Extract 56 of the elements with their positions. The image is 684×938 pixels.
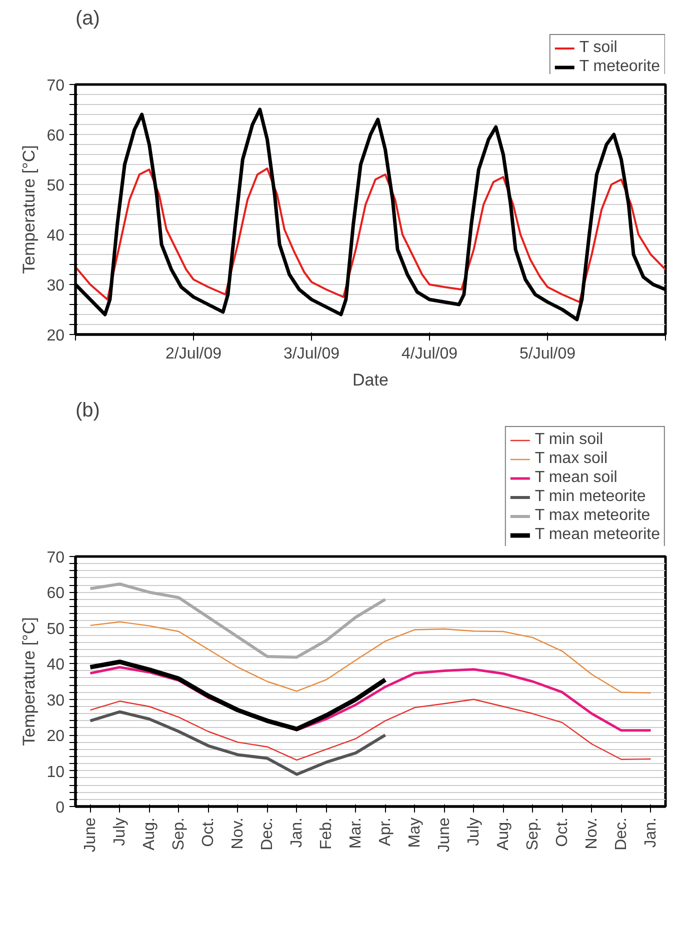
y-tick-label: 40 [46, 656, 65, 674]
x-tick-label: Mar. [347, 817, 364, 849]
y-tick-label: 0 [56, 800, 65, 816]
y-tick-label: 20 [46, 728, 65, 746]
line-series [90, 698, 652, 761]
line-series [88, 660, 388, 732]
chart-title: (b) [76, 400, 100, 422]
y-tick-label: 40 [46, 228, 65, 244]
x-tick-label: Aug. [494, 817, 512, 850]
x-tick-label: June [436, 817, 453, 852]
legend-label: T mean soil [534, 469, 618, 487]
x-tick-label: July [111, 818, 128, 846]
x-tick-label: Aug. [140, 817, 158, 850]
y-tick-label: 50 [46, 178, 65, 194]
x-tick-label: Jan. [288, 817, 306, 848]
x-tick-label: June [82, 817, 99, 852]
y-tick-label: 50 [46, 620, 65, 638]
x-tick-label: Dec. [258, 817, 276, 850]
y-tick-label: 60 [46, 585, 65, 602]
x-tick-label: 5/Jul/09 [519, 346, 576, 362]
chart-title: (a) [76, 8, 100, 30]
x-tick-label: Sep. [524, 817, 542, 850]
y-tick-label: 20 [46, 328, 65, 344]
x-tick-label: Oct. [554, 817, 571, 847]
line-series [88, 582, 387, 659]
legend-label: T soil [579, 39, 618, 57]
x-axis-title: Date [352, 370, 388, 390]
legend-label: T min soil [534, 431, 604, 449]
y-tick-label: 60 [46, 128, 65, 144]
line-series [90, 621, 652, 694]
y-axis-title: Temperature [°C] [20, 617, 39, 746]
x-tick-label: 3/Jul/09 [283, 346, 340, 362]
legend-label: T mean meteorite [534, 526, 660, 544]
y-tick-label: 70 [46, 550, 65, 566]
y-tick-label: 10 [46, 764, 65, 781]
line-series [88, 710, 387, 776]
x-tick-label: May [406, 817, 424, 848]
x-tick-label: July [465, 818, 482, 846]
y-tick-label: 30 [46, 692, 65, 710]
legend-label: T min meteorite [534, 488, 646, 506]
legend-label: T meteorite [579, 58, 660, 76]
x-tick-label: Jan. [642, 817, 660, 848]
y-axis-title: Temperature [°C] [20, 145, 39, 274]
x-tick-label: 2/Jul/09 [165, 346, 222, 362]
x-tick-label: Nov. [583, 817, 600, 850]
x-tick-label: Apr. [376, 817, 394, 846]
x-tick-label: 4/Jul/09 [401, 346, 458, 362]
y-tick-label: 70 [46, 78, 65, 94]
x-tick-label: Dec. [612, 817, 630, 850]
x-tick-label: Sep. [170, 817, 188, 850]
legend-label: T max soil [534, 450, 608, 468]
legend-label: T max meteorite [534, 507, 650, 525]
x-tick-label: Nov. [229, 817, 246, 850]
y-tick-label: 30 [46, 278, 65, 294]
x-tick-label: Oct. [200, 817, 217, 847]
x-tick-label: Feb. [318, 818, 335, 850]
